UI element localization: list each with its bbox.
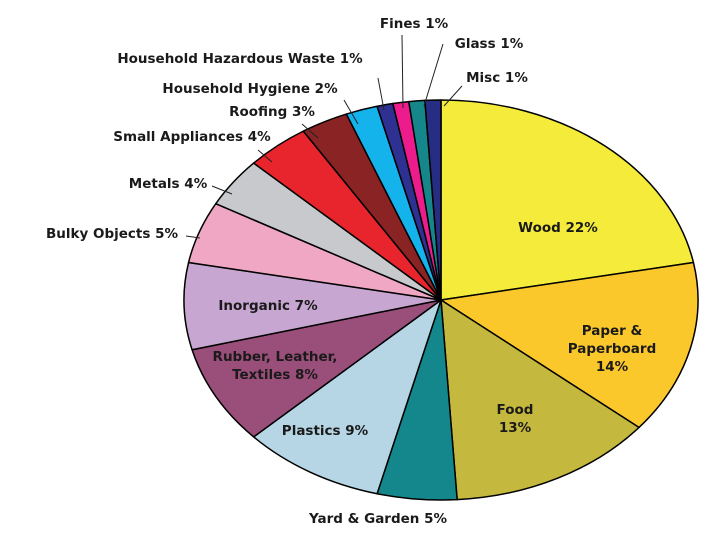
pie-slice xyxy=(440,99,695,301)
slice-label: Small Appliances 4% xyxy=(113,129,271,145)
slice-label: Plastics 9% xyxy=(282,423,369,439)
slice-label: Misc 1% xyxy=(466,70,528,86)
leader-line xyxy=(401,34,404,109)
pie-slice xyxy=(440,261,699,429)
slice-label: Rubber, Leather, Textiles 8% xyxy=(213,349,338,383)
slice-label: Wood 22% xyxy=(518,220,598,236)
pie-slices xyxy=(183,99,699,501)
pie-slice xyxy=(252,299,442,495)
pie-slice xyxy=(424,99,442,301)
leader-line xyxy=(301,123,319,139)
slice-label: Glass 1% xyxy=(455,36,524,52)
pie-slice xyxy=(440,299,640,501)
slice-label: Household Hygiene 2% xyxy=(162,81,338,97)
leader-line xyxy=(423,43,444,107)
leader-line xyxy=(443,85,463,107)
leader-lines xyxy=(185,34,463,239)
slice-label: Roofing 3% xyxy=(229,104,315,120)
slice-label: Household Hazardous Waste 1% xyxy=(117,51,363,67)
leader-line xyxy=(343,99,359,125)
slice-label: Bulky Objects 5% xyxy=(46,226,179,242)
leader-line xyxy=(185,235,201,239)
slice-label: Fines 1% xyxy=(380,16,449,32)
leader-line xyxy=(377,77,385,111)
slice-label: Food 13% xyxy=(497,402,534,436)
slice-labels: Wood 22% Paper & Paperboard 14% Food 13% Yard … xyxy=(46,16,656,527)
pie-slice xyxy=(183,261,442,351)
pie-slice xyxy=(191,299,442,438)
leader-line xyxy=(257,149,273,163)
leader-line xyxy=(211,185,233,195)
slice-label: Metals 4% xyxy=(129,176,208,192)
slice-label: Paper & Paperboard 14% xyxy=(568,323,657,375)
slice-label: Yard & Garden 5% xyxy=(308,511,448,527)
slice-label: Inorganic 7% xyxy=(218,298,318,314)
